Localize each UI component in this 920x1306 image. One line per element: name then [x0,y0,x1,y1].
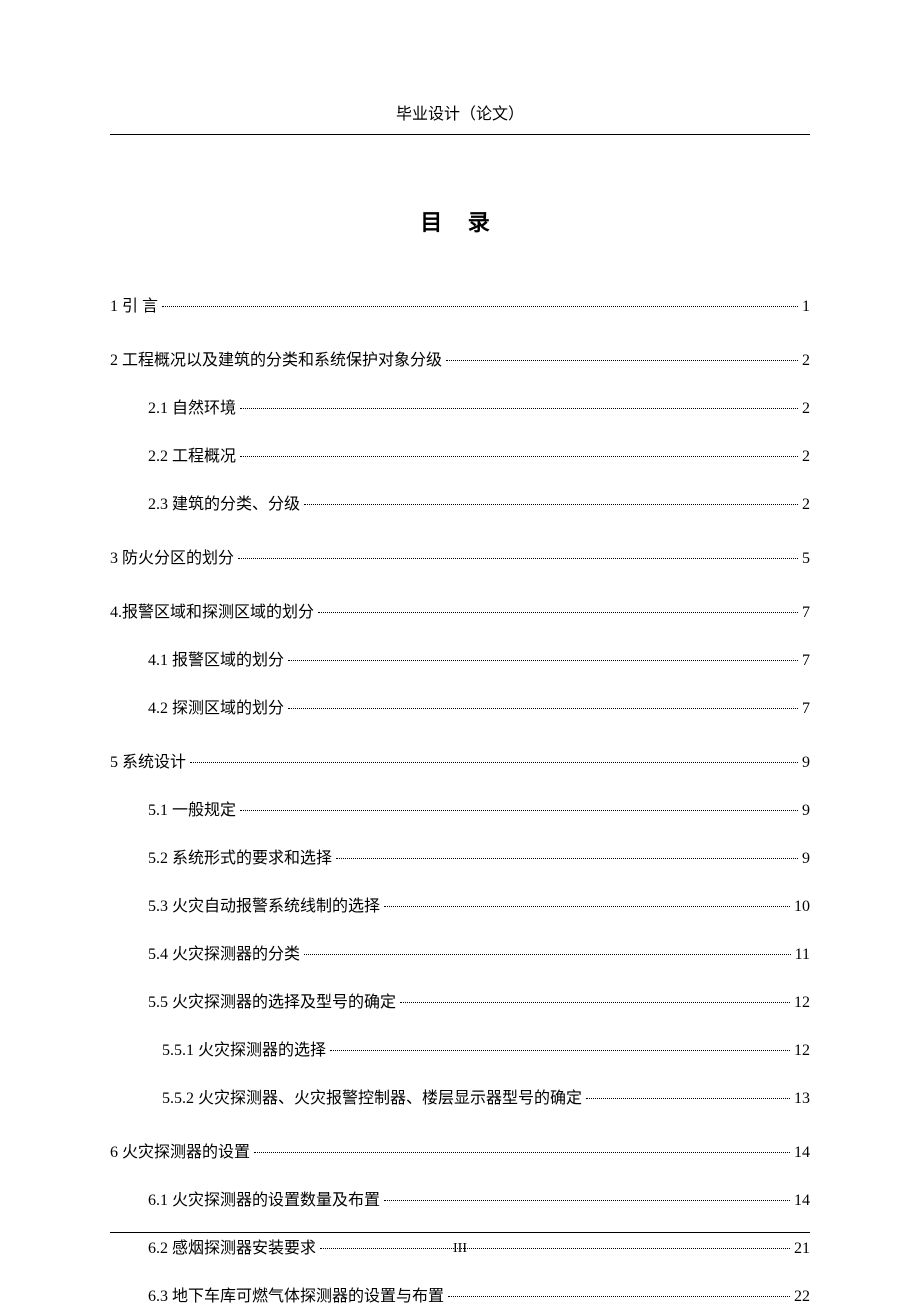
toc-leader-dots [384,906,790,907]
toc-entry: 2.1 自然环境 2 [110,394,810,418]
toc-entry-text: 2.2 工程概况 [148,442,236,466]
toc-leader-dots [446,360,798,361]
toc-leader-dots [448,1296,790,1297]
toc-entry: 2 工程概况以及建筑的分类和系统保护对象分级 2 [110,346,810,370]
page-header: 毕业设计（论文） [110,100,810,135]
toc-leader-dots [384,1200,790,1201]
toc-leader-dots [304,504,798,505]
toc-leader-dots [586,1098,790,1099]
toc-entry-text: 5.2 系统形式的要求和选择 [148,844,332,868]
toc-entry: 4.2 探测区域的划分 7 [110,694,810,718]
toc-title: 目 录 [110,205,810,237]
toc-list: 1 引 言12 工程概况以及建筑的分类和系统保护对象分级22.1 自然环境22.… [110,292,810,1306]
toc-leader-dots [162,306,798,307]
toc-entry-text: 6.1 火灾探测器的设置数量及布置 [148,1186,380,1210]
toc-entry-text: 5 系统设计 [110,748,186,772]
toc-entry: 5.1 一般规定 9 [110,796,810,820]
toc-leader-dots [240,408,798,409]
toc-entry-text: 5.5 火灾探测器的选择及型号的确定 [148,988,396,1012]
toc-entry-text: 5.5.1 火灾探测器的选择 [162,1036,326,1060]
toc-entry-page: 2 [802,496,810,514]
toc-entry-page: 7 [802,652,810,670]
toc-leader-dots [240,456,798,457]
toc-entry-text: 2 工程概况以及建筑的分类和系统保护对象分级 [110,346,442,370]
toc-entry-text: 2.1 自然环境 [148,394,236,418]
toc-entry-page: 9 [802,754,810,772]
toc-entry-page: 2 [802,448,810,466]
toc-entry-text: 5.5.2 火灾探测器、火灾报警控制器、楼层显示器型号的确定 [162,1084,582,1108]
toc-entry: 6.1 火灾探测器的设置数量及布置 14 [110,1186,810,1210]
toc-leader-dots [288,708,798,709]
toc-leader-dots [240,810,798,811]
toc-entry-text: 6.3 地下车库可燃气体探测器的设置与布置 [148,1282,444,1306]
toc-entry: 6 火灾探测器的设置 14 [110,1138,810,1162]
toc-entry: 5.5.2 火灾探测器、火灾报警控制器、楼层显示器型号的确定 13 [110,1084,810,1108]
toc-entry: 2.2 工程概况 2 [110,442,810,466]
toc-entry-page: 14 [794,1144,810,1162]
toc-entry-text: 5.4 火灾探测器的分类 [148,940,300,964]
toc-leader-dots [254,1152,790,1153]
toc-entry: 5.5 火灾探测器的选择及型号的确定 12 [110,988,810,1012]
toc-entry-page: 9 [802,850,810,868]
toc-entry: 5.5.1 火灾探测器的选择 12 [110,1036,810,1060]
toc-leader-dots [336,858,798,859]
toc-leader-dots [318,612,798,613]
toc-entry-text: 4.2 探测区域的划分 [148,694,284,718]
toc-entry-text: 4.1 报警区域的划分 [148,646,284,670]
toc-leader-dots [190,762,798,763]
toc-leader-dots [238,558,798,559]
toc-entry-page: 2 [802,352,810,370]
page-container: 毕业设计（论文） 目 录 1 引 言 1 2 工程概况以及建筑的分类和系统保护对象分… [0,0,920,1302]
toc-entry: 1 引 言 1 [110,292,810,316]
toc-entry: 6.3 地下车库可燃气体探测器的设置与布置 22 [110,1282,810,1306]
toc-entry-page: 2 [802,400,810,418]
toc-entry-page: 10 [794,898,810,916]
toc-entry: 5.2 系统形式的要求和选择 9 [110,844,810,868]
toc-entry-page: 12 [794,1042,810,1060]
toc-entry-page: 11 [795,946,810,964]
page-number: III [110,1232,810,1257]
toc-entry: 3 防火分区的划分 5 [110,544,810,568]
toc-entry-page: 5 [802,550,810,568]
toc-entry: 5.3 火灾自动报警系统线制的选择 10 [110,892,810,916]
toc-entry-text: 4.报警区域和探测区域的划分 [110,598,314,622]
toc-entry: 5 系统设计 9 [110,748,810,772]
toc-entry: 5.4 火灾探测器的分类 11 [110,940,810,964]
toc-leader-dots [288,660,798,661]
toc-entry-text: 6 火灾探测器的设置 [110,1138,250,1162]
toc-entry-text: 1 引 言 [110,292,158,316]
toc-entry-page: 1 [802,298,810,316]
toc-entry-page: 12 [794,994,810,1012]
toc-entry-page: 7 [802,604,810,622]
toc-entry-page: 13 [794,1090,810,1108]
toc-entry-text: 2.3 建筑的分类、分级 [148,490,300,514]
toc-entry: 4.1 报警区域的划分 7 [110,646,810,670]
toc-leader-dots [400,1002,790,1003]
toc-entry-page: 14 [794,1192,810,1210]
toc-entry-page: 22 [794,1288,810,1306]
toc-entry-page: 7 [802,700,810,718]
toc-entry-text: 5.1 一般规定 [148,796,236,820]
toc-entry: 2.3 建筑的分类、分级 2 [110,490,810,514]
toc-entry-text: 3 防火分区的划分 [110,544,234,568]
toc-entry-text: 5.3 火灾自动报警系统线制的选择 [148,892,380,916]
toc-leader-dots [330,1050,790,1051]
toc-entry-page: 9 [802,802,810,820]
toc-leader-dots [304,954,791,955]
toc-entry: 4.报警区域和探测区域的划分 7 [110,598,810,622]
